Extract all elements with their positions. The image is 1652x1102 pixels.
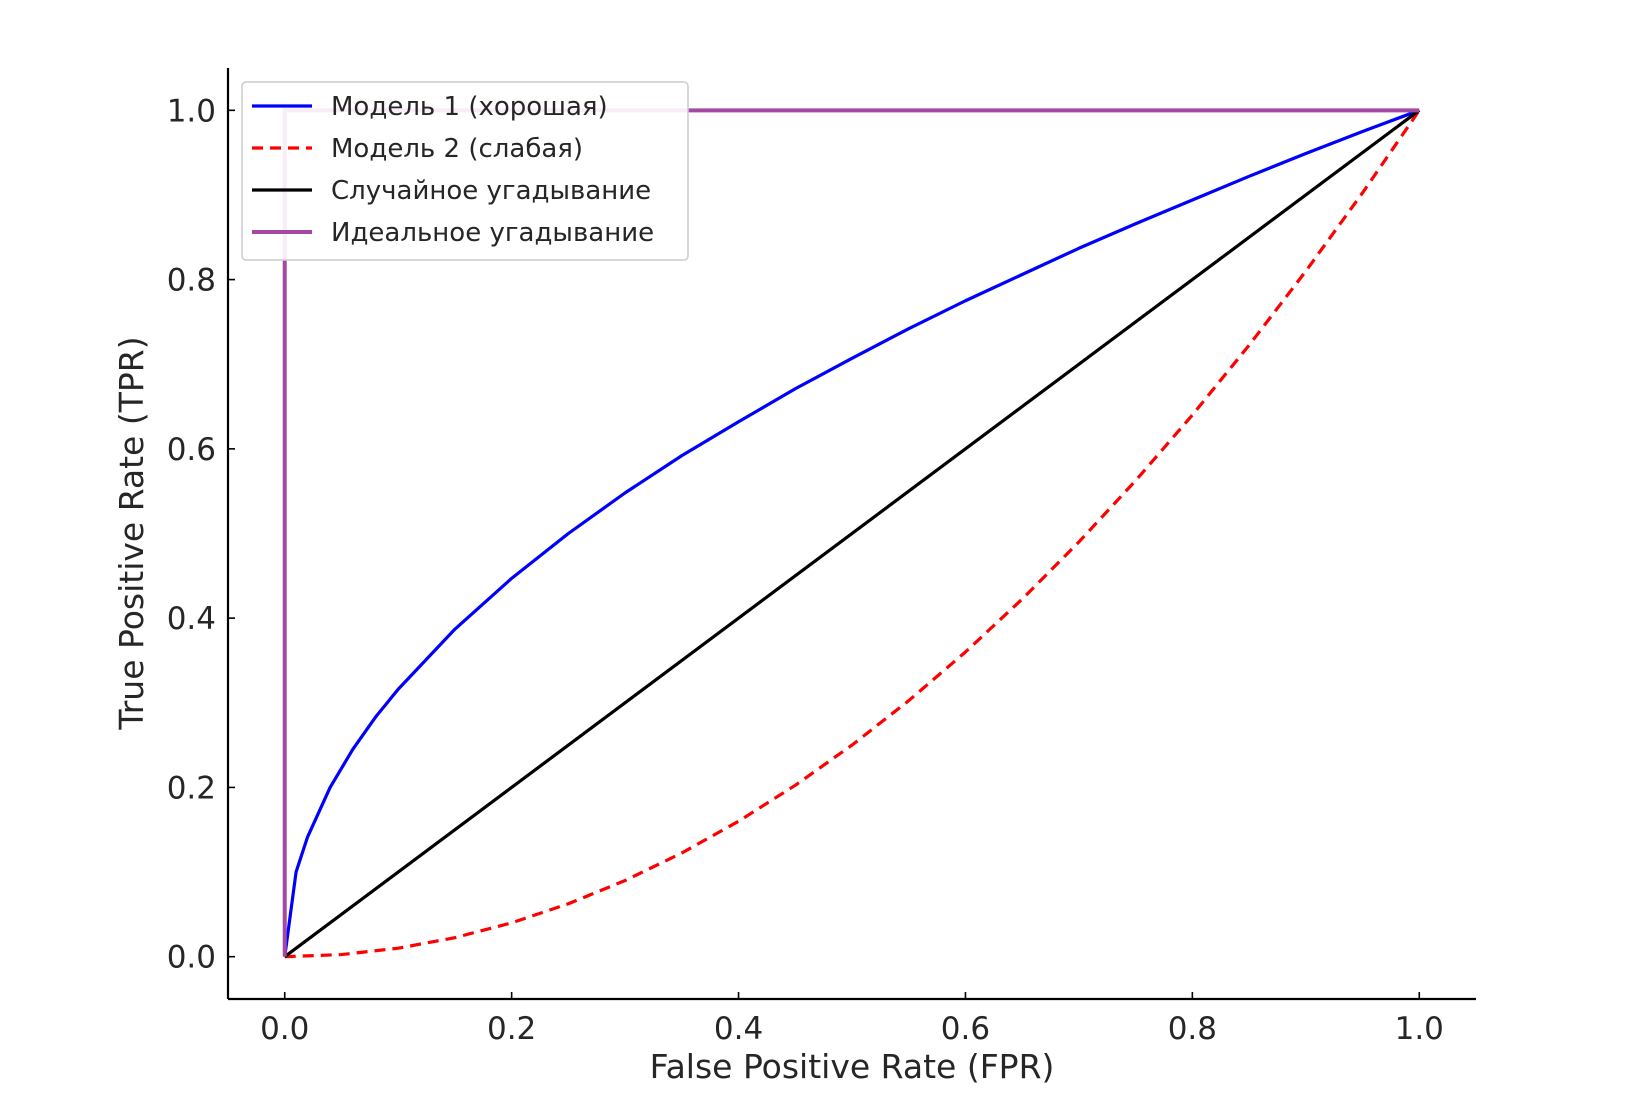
x-ticks: 0.0 0.2 0.4 0.6 0.8 1.0: [260, 992, 1444, 1047]
legend-label: Модель 1 (хорошая): [331, 92, 608, 122]
y-tick-label: 0.2: [167, 770, 216, 806]
y-tick-label: 0.4: [167, 601, 216, 637]
legend-label: Модель 2 (слабая): [331, 134, 583, 164]
y-tick-label: 1.0: [167, 93, 216, 129]
series-line-случайное-угадывание: [283, 109, 1421, 958]
legend-label: Идеальное угадывание: [331, 218, 654, 248]
legend-label: Случайное угадывание: [331, 176, 651, 206]
legend: Модель 1 (хорошая) Модель 2 (слабая) Случа…: [241, 81, 689, 261]
y-axis-label: True Positive Rate (TPR): [112, 336, 151, 730]
x-tick-label: 0.2: [487, 1011, 536, 1047]
y-ticks: 0.0 0.2 0.4 0.6 0.8 1.0: [167, 93, 235, 976]
y-tick-label: 0.8: [167, 263, 216, 299]
x-tick-label: 0.4: [714, 1011, 763, 1047]
x-tick-label: 0.8: [1168, 1011, 1217, 1047]
legend-items: Модель 1 (хорошая) Модель 2 (слабая) Случа…: [252, 92, 654, 248]
x-tick-label: 1.0: [1395, 1011, 1444, 1047]
x-tick-label: 0.0: [260, 1011, 309, 1047]
series-line-модель-1-хорошая: [283, 108, 1420, 957]
x-axis-label: False Positive Rate (FPR): [650, 1047, 1055, 1086]
x-tick-label: 0.6: [941, 1011, 990, 1047]
series-line-модель-2-слабая: [284, 109, 1421, 959]
y-tick-label: 0.0: [167, 940, 216, 976]
legend-frame: [241, 81, 689, 261]
y-tick-label: 0.6: [167, 432, 216, 468]
